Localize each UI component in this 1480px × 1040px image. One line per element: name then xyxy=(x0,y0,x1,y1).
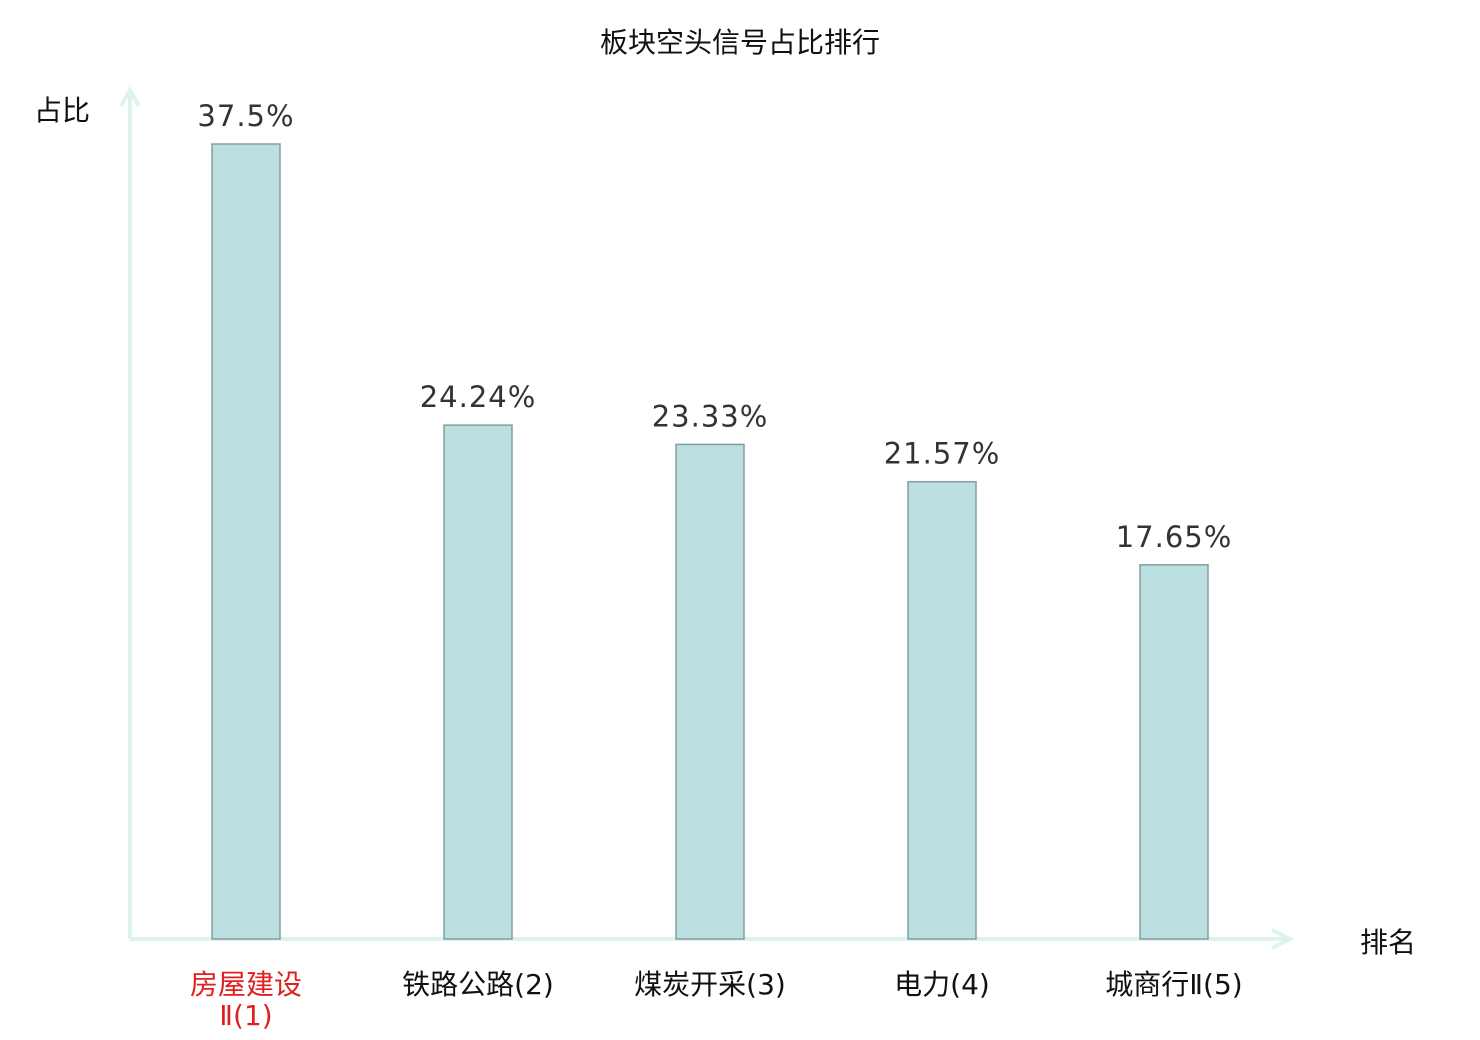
tick-label-1-suffix: Ⅱ(1) xyxy=(219,999,272,1032)
bar-5 xyxy=(1139,564,1209,940)
bar-1 xyxy=(211,143,281,940)
bar-2 xyxy=(443,424,513,940)
tick-label-4: 电力(4) xyxy=(894,968,990,1001)
tick-label-1-name: 房屋建设 xyxy=(190,968,302,1001)
tick-label-2: 铁路公路(2) xyxy=(402,968,554,1001)
bars-group xyxy=(211,143,1209,940)
tick-label-5: 城商行Ⅱ(5) xyxy=(1105,968,1242,1001)
x-axis-arrow xyxy=(1271,928,1295,950)
chart-title: 板块空头信号占比排行 xyxy=(600,26,880,59)
value-labels-group: 37.5% 24.24% 23.33% 21.57% 17.65% xyxy=(197,99,1233,554)
bar-4 xyxy=(907,480,977,940)
tick-label-3: 煤炭开采(3) xyxy=(634,968,786,1001)
data-label-2: 24.24% xyxy=(420,380,537,414)
data-label-3: 23.33% xyxy=(652,399,769,433)
data-label-1: 37.5% xyxy=(197,99,294,133)
data-label-4: 21.57% xyxy=(884,437,1001,471)
data-label-5: 17.65% xyxy=(1116,520,1233,554)
y-axis-arrow xyxy=(119,85,141,107)
y-axis-label: 占比 xyxy=(34,94,90,127)
x-axis-label: 排名 xyxy=(1360,926,1416,959)
bar-3 xyxy=(675,443,745,940)
